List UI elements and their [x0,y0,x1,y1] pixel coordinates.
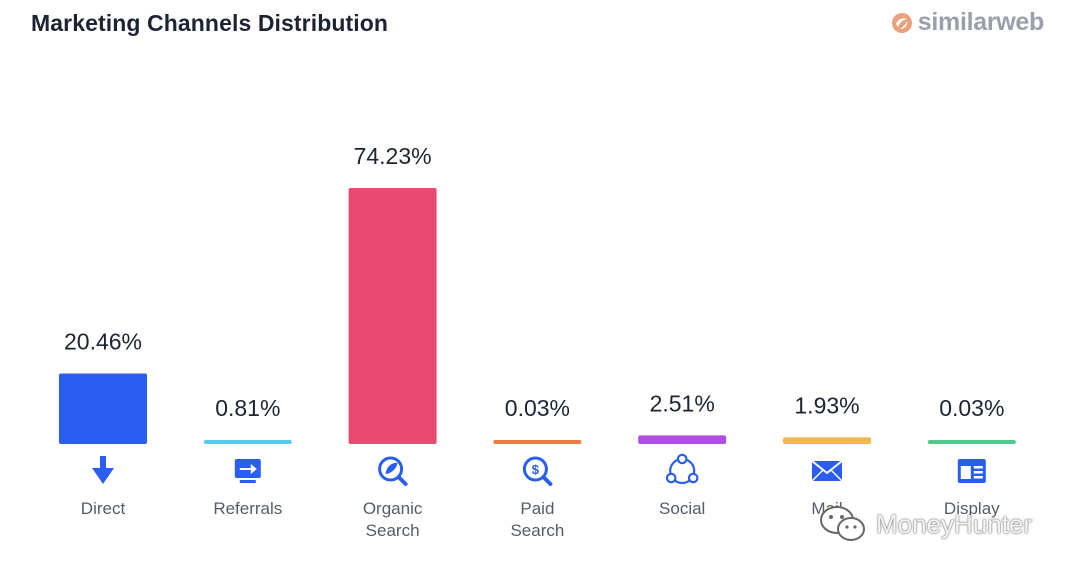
value-label-referrals: 0.81% [215,395,280,421]
value-label-organic-search: 74.23% [354,143,432,169]
category-label-paid-search: Paid [520,499,554,518]
direct-arrow-icon-head [92,468,114,484]
referrals-icon-arrow [239,464,257,474]
social-icon [665,453,699,485]
bar-paid-search [493,440,582,444]
brand-logo: similarweb [891,8,1044,37]
display-icon-line [973,471,983,474]
value-label-mail: 1.93% [794,392,859,418]
paid-search-icon: $ [522,456,553,486]
social-icon-node [676,453,688,465]
mail-icon [811,460,843,482]
display-icon [957,459,986,483]
organic-search-icon [378,456,408,486]
organic-search-icon-leaf [385,462,398,474]
value-label-social: 2.51% [650,390,715,416]
direct-arrow-icon [92,456,114,484]
bar-display [927,440,1016,444]
bar-social [638,435,727,444]
bar-organic-search [348,188,437,444]
paid-search-icon-dollar: $ [532,462,540,477]
direct-arrow-icon-shaft [100,456,106,470]
social-icon-node [687,472,699,484]
display-icon-line [973,476,983,479]
value-label-direct: 20.46% [64,328,142,354]
bar-direct [59,373,147,444]
display-icon-line [973,466,983,469]
organic-search-icon-handle [396,475,408,486]
watermark-text: MoneyHunter [876,508,1033,539]
chat-bubbles-icon [820,506,865,541]
brand-name: similarweb [917,8,1045,36]
mail-icon-flap [811,460,843,475]
paid-search-icon-lens [522,456,548,482]
organic-search-icon-lens [378,456,404,482]
mail-icon-fold [811,469,843,482]
category-label-paid-search: Search [510,521,564,540]
value-label-paid-search: 0.03% [505,395,570,421]
display-icon-image [960,466,971,479]
category-label-display: Display [944,499,1000,518]
chart-title: Marketing Channels Distribution [31,10,389,36]
social-icon-node [665,472,677,484]
value-label-display: 0.03% [939,395,1004,421]
category-label-organic-search: Organic [363,499,423,518]
referrals-icon [234,459,261,483]
bar-referrals [203,440,292,444]
bar-mail [783,437,871,444]
category-label-organic-search: Search [366,521,420,540]
paid-search-icon-handle [541,475,553,486]
watermark: MoneyHunter [818,504,1032,544]
referrals-icon-stand [239,480,256,483]
category-label-direct: Direct [81,499,126,518]
category-label-referrals: Referrals [213,499,282,518]
category-label-social: Social [659,499,705,518]
similarweb-logo-icon [891,12,912,33]
